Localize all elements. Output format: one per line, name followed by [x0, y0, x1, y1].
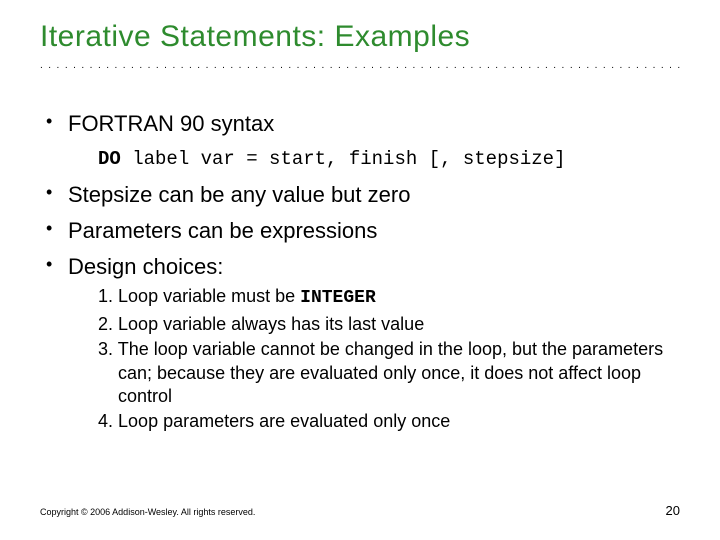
slide: Iterative Statements: Examples .........… [0, 0, 720, 540]
list-item: 3. The loop variable cannot be changed i… [98, 338, 680, 408]
list-item: Design choices: 1. Loop variable must be… [68, 252, 680, 434]
list-item: FORTRAN 90 syntax DO label var = start, … [68, 109, 680, 172]
item-text: Loop variable must be [118, 286, 300, 306]
bullet-text: Parameters can be expressions [68, 218, 377, 243]
bullet-text: Design choices: [68, 254, 223, 279]
page-title: Iterative Statements: Examples [40, 20, 680, 54]
item-number: 2. [98, 314, 113, 334]
list-item: 2. Loop variable always has its last val… [98, 313, 680, 336]
item-number: 3. [98, 339, 113, 359]
item-text: The loop variable cannot be changed in t… [118, 339, 663, 406]
list-item: 4. Loop parameters are evaluated only on… [98, 410, 680, 433]
code-rest: label var = start, finish [, stepsize] [121, 148, 566, 170]
list-item: Parameters can be expressions [68, 216, 680, 246]
copyright-text: Copyright © 2006 Addison-Wesley. All rig… [40, 507, 255, 517]
item-text: Loop variable always has its last value [118, 314, 424, 334]
bullet-list: FORTRAN 90 syntax DO label var = start, … [40, 109, 680, 434]
page-number: 20 [666, 503, 680, 518]
item-number: 4. [98, 411, 113, 431]
code-example: DO label var = start, finish [, stepsize… [98, 147, 680, 173]
bullet-text: Stepsize can be any value but zero [68, 182, 410, 207]
bullet-text: FORTRAN 90 syntax [68, 111, 274, 136]
title-divider: ........................................… [40, 60, 680, 71]
footer: Copyright © 2006 Addison-Wesley. All rig… [40, 503, 680, 518]
list-item: 1. Loop variable must be INTEGER [98, 285, 680, 310]
list-item: Stepsize can be any value but zero [68, 180, 680, 210]
item-number: 1. [98, 286, 113, 306]
numbered-sublist: 1. Loop variable must be INTEGER 2. Loop… [98, 285, 680, 433]
code-keyword: DO [98, 148, 121, 170]
item-text: Loop parameters are evaluated only once [118, 411, 450, 431]
item-mono: INTEGER [300, 288, 376, 308]
